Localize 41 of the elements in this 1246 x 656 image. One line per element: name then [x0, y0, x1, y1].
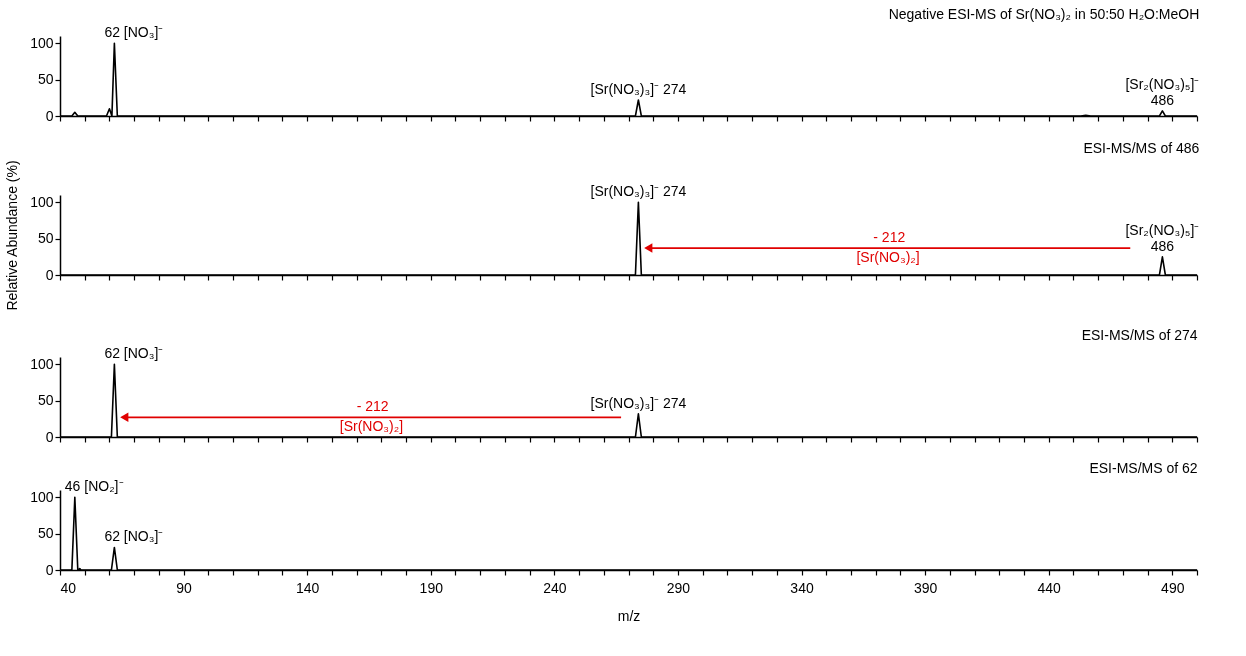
x-tick-label: 290	[666, 579, 691, 596]
chart-title: ESI-MS/MS of 62	[1089, 460, 1198, 477]
y-tick-label: 100	[30, 34, 54, 51]
y-tick-label: 0	[45, 428, 54, 445]
annotation: 62 [NO₃]⁻	[104, 528, 164, 545]
series-label: - 212	[356, 398, 389, 415]
chart-title: ESI-MS/MS of 274	[1081, 327, 1198, 344]
y-tick-label: 50	[37, 392, 54, 409]
chart-title: Negative ESI-MS of Sr(NO₃)₂ in 50:50 H₂O:MeOH	[888, 6, 1200, 23]
x-tick-label: 390	[913, 579, 938, 596]
x-tick-label: 90	[176, 579, 193, 596]
annotation: [Sr(NO₃)₃]⁻ 274	[590, 183, 687, 200]
annotation: [Sr(NO₃)₂]	[339, 418, 404, 435]
x-tick-label: 240	[543, 579, 567, 596]
annotation: 62 [NO₃]⁻	[104, 24, 164, 41]
x-tick-label: 190	[419, 579, 444, 596]
annotation: [Sr(NO₃)₂]	[856, 249, 920, 266]
x-tick-label: 490	[1161, 579, 1185, 596]
annotation: [Sr(NO₃)₃]⁻ 274	[590, 81, 687, 97]
y-tick-label: 0	[45, 561, 54, 578]
y-tick-label: 100	[30, 355, 54, 372]
x-axis-title: m/z	[617, 607, 641, 624]
annotation: 62 [NO₃]⁻	[104, 345, 164, 362]
annotation: [Sr₂(NO₃)₅]⁻ 486	[1125, 221, 1200, 254]
chart-title: ESI-MS/MS of 486	[1083, 139, 1200, 156]
y-tick-label: 50	[37, 525, 54, 542]
x-tick-label: 140	[295, 579, 320, 596]
y-tick-label: 100	[30, 488, 54, 505]
x-tick-label: 40	[60, 579, 77, 596]
annotation: 46 [NO₂]⁻	[64, 478, 124, 495]
x-tick-label: 440	[1037, 579, 1062, 596]
y-tick-label: 0	[45, 107, 54, 124]
x-tick-label: 340	[790, 579, 814, 596]
y-tick-label: 50	[37, 71, 54, 88]
y-tick-label: 0	[45, 266, 54, 283]
annotation: [Sr₂(NO₃)₅]⁻ 486	[1125, 75, 1200, 108]
annotation: [Sr(NO₃)₃]⁻ 274	[590, 394, 687, 411]
series-label: - 212	[873, 229, 906, 246]
y-tick-label: 50	[37, 230, 54, 247]
y-axis-title: Relative Abundance (%)	[4, 160, 21, 311]
y-tick-label: 100	[30, 193, 54, 210]
